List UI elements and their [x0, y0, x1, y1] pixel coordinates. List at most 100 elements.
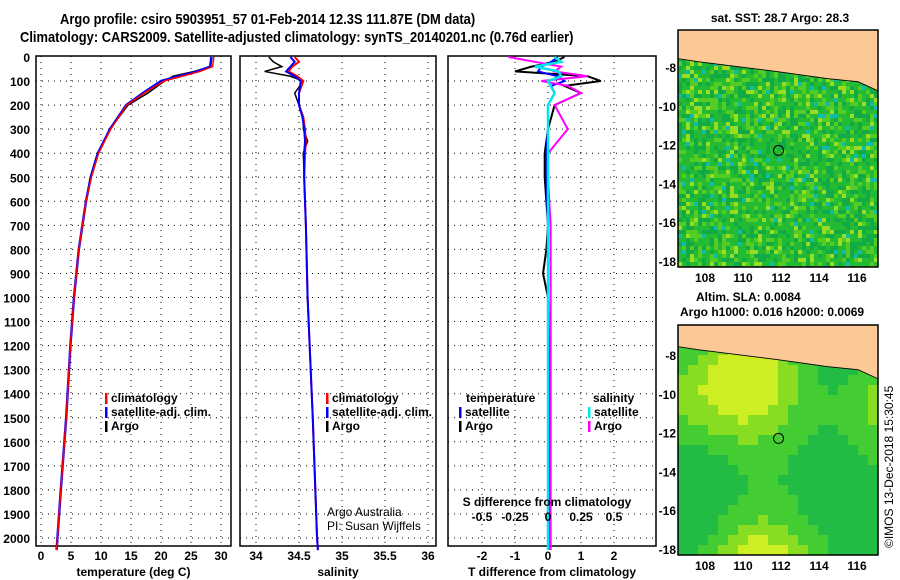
map-cell	[798, 162, 802, 166]
map-cell	[858, 130, 862, 134]
map-cell	[782, 102, 786, 106]
map-cell	[788, 515, 798, 525]
map-cell	[790, 262, 794, 266]
legend-title: temperature	[466, 391, 536, 405]
map-cell	[818, 78, 822, 82]
map-cell	[854, 210, 858, 214]
map-cell	[874, 162, 878, 166]
map-cell	[870, 130, 874, 134]
map-cell	[830, 182, 834, 186]
map-cell	[722, 122, 726, 126]
map-cell	[766, 106, 770, 110]
map-cell	[766, 226, 770, 230]
map-cell	[718, 162, 722, 166]
map-cell	[768, 455, 778, 465]
map-cell	[766, 178, 770, 182]
map-cell	[766, 194, 770, 198]
map-cell	[682, 174, 686, 178]
map-cell	[718, 415, 728, 425]
map-cell	[846, 246, 850, 250]
map-cell	[750, 98, 754, 102]
map-cell	[842, 218, 846, 222]
map-frame	[677, 324, 879, 556]
map-cell	[850, 82, 854, 86]
map-cell	[818, 246, 822, 250]
map-cell	[694, 250, 698, 254]
map-cell	[770, 82, 774, 86]
x-tick-label: 0	[545, 549, 552, 563]
map-cell	[842, 242, 846, 246]
map-cell	[786, 214, 790, 218]
map-cell	[822, 154, 826, 158]
map-cell	[690, 198, 694, 202]
map-cell	[706, 162, 710, 166]
map-cell	[826, 90, 830, 94]
map-cell	[818, 250, 822, 254]
map-cell	[858, 238, 862, 242]
map-cell	[762, 190, 766, 194]
map-cell	[786, 106, 790, 110]
map-cell	[702, 198, 706, 202]
map-cell	[714, 154, 718, 158]
map-cell	[742, 118, 746, 122]
map-cell	[826, 230, 830, 234]
map-cell	[782, 158, 786, 162]
map-cell	[874, 186, 878, 190]
map-cell	[826, 238, 830, 242]
map-cell	[738, 74, 742, 78]
map-cell	[778, 102, 782, 106]
map-cell	[818, 495, 828, 505]
map-cell	[686, 78, 690, 82]
map-cell	[870, 158, 874, 162]
map-cell	[714, 70, 718, 74]
map-cell	[862, 238, 866, 242]
map-cell	[842, 170, 846, 174]
map-cell	[738, 415, 748, 425]
map-cell	[726, 130, 730, 134]
map-cell	[774, 206, 778, 210]
map-cell	[838, 234, 842, 238]
map-cell	[678, 174, 682, 178]
map-cell	[750, 230, 754, 234]
map-cell	[850, 94, 854, 98]
map-cell	[814, 202, 818, 206]
map-cell	[706, 114, 710, 118]
map-cell	[750, 194, 754, 198]
map-cell	[850, 154, 854, 158]
map-cell	[866, 238, 870, 242]
map-cell	[798, 230, 802, 234]
map-cell	[728, 465, 738, 475]
map-cell	[706, 146, 710, 150]
map-cell	[698, 194, 702, 198]
map-cell	[758, 415, 768, 425]
map-cell	[862, 178, 866, 182]
map-cell	[794, 102, 798, 106]
map-cell	[730, 86, 734, 90]
map-cell	[762, 126, 766, 130]
map-cell	[854, 262, 858, 266]
map-cell	[838, 515, 848, 525]
map-cell	[782, 198, 786, 202]
map-cell	[826, 186, 830, 190]
map-cell	[770, 158, 774, 162]
map-cell	[702, 202, 706, 206]
map-cell	[710, 210, 714, 214]
map-cell	[698, 174, 702, 178]
map-cell	[702, 158, 706, 162]
map-cell	[742, 98, 746, 102]
map-cell	[754, 218, 758, 222]
map-cell	[726, 102, 730, 106]
map-cell	[806, 126, 810, 130]
map-cell	[678, 194, 682, 198]
map-cell	[822, 90, 826, 94]
map-cell	[786, 238, 790, 242]
map-cell	[838, 238, 842, 242]
argo-location-marker	[773, 144, 785, 156]
map-cell	[734, 94, 738, 98]
lon-tick-label: 108	[695, 559, 715, 573]
map-cell	[870, 218, 874, 222]
legend-label: satellite	[465, 405, 510, 419]
map-cell	[738, 118, 742, 122]
lat-tick-label: -10	[659, 100, 677, 114]
map-cell	[778, 206, 782, 210]
